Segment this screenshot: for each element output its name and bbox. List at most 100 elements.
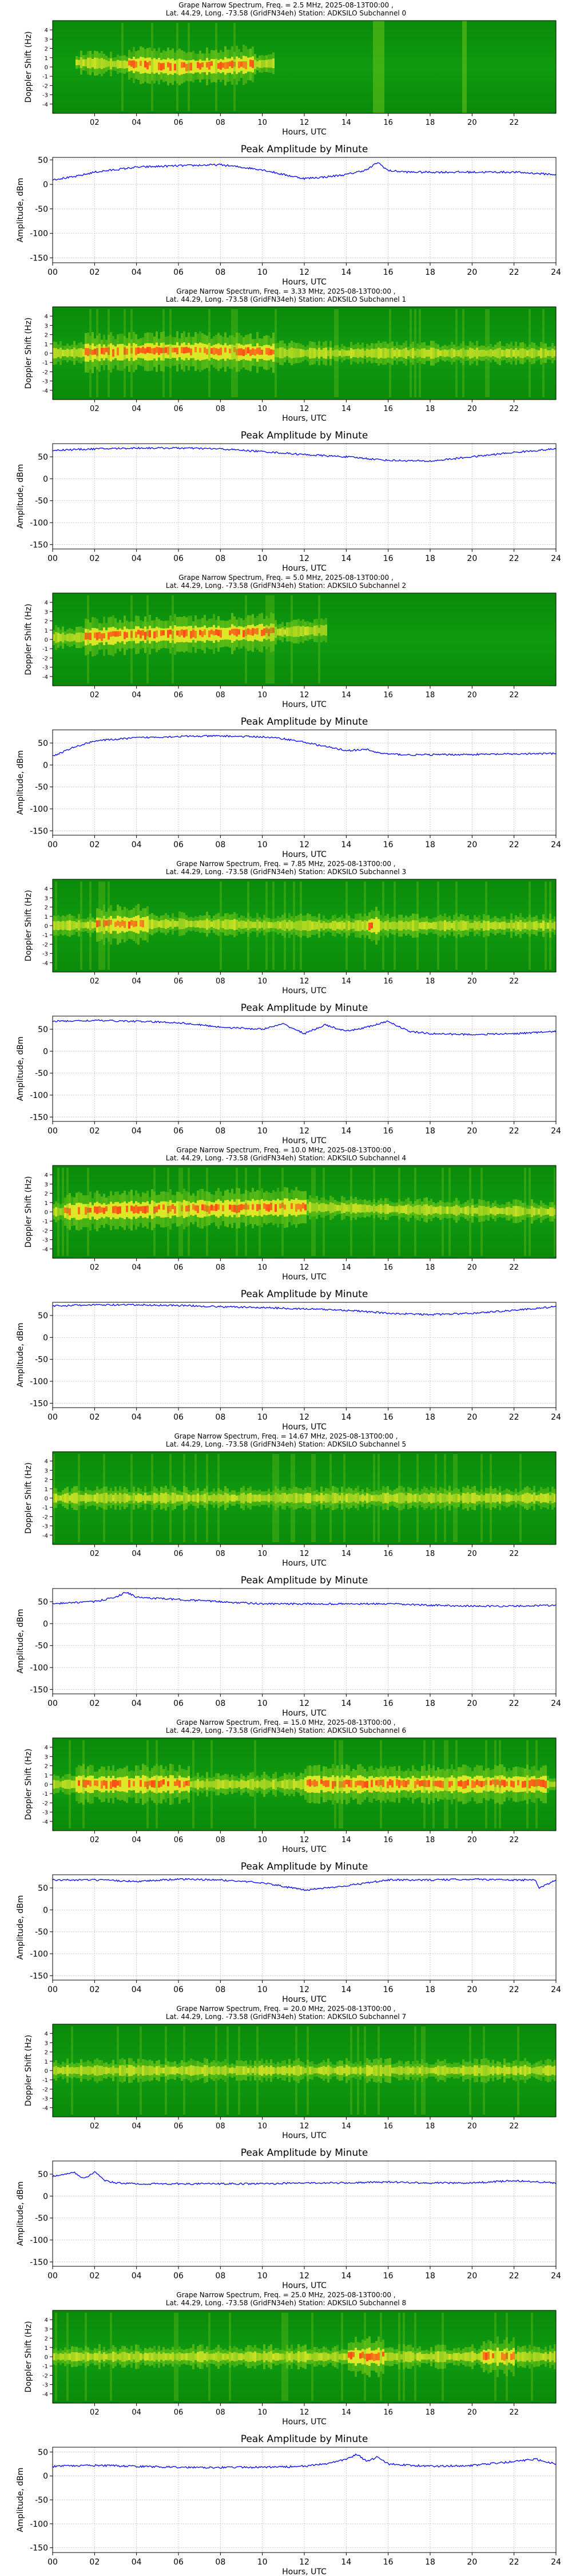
spectrogram-signal-core: [531, 2068, 533, 2073]
spectrogram-signal-peak: [506, 1781, 508, 1787]
amplitude-xtick-label: 24: [551, 268, 561, 277]
amplitude-xtick-label: 04: [132, 1985, 142, 1994]
spectrogram-signal-peak: [281, 1202, 284, 1208]
spectrogram-signal-core: [227, 919, 229, 930]
spectrogram-signal-core: [76, 1203, 78, 1220]
spectrogram-signal-peak: [496, 1779, 499, 1785]
spectrogram-signal-core: [140, 1494, 142, 1503]
spectrogram-signal-core: [174, 2353, 176, 2360]
spectrogram-signal-peak: [174, 1781, 176, 1786]
spectrogram-signal-core: [517, 1206, 519, 1217]
spectrogram-signal-band: [311, 1491, 313, 1505]
spectrogram-signal-peak: [364, 1781, 366, 1788]
spectrogram-signal-core: [510, 1495, 513, 1502]
spectrogram-signal-core: [87, 921, 89, 929]
spectrogram-signal-core: [471, 1493, 474, 1503]
spectrogram-signal-peak: [368, 2353, 371, 2360]
spectrogram-vertical-streak: [542, 309, 545, 397]
spectrogram-signal-core: [462, 1207, 464, 1214]
spectrogram-signal-core: [210, 2067, 213, 2075]
spectrogram-signal-core: [407, 922, 410, 930]
spectrogram-ytick-label: 1: [45, 56, 48, 62]
spectrogram-signal-core: [348, 2066, 350, 2075]
spectrogram-vertical-streak: [176, 2313, 178, 2401]
spectrogram-vertical-streak: [336, 309, 339, 397]
spectrogram-signal-core: [364, 350, 366, 356]
spectrogram-signal-core: [421, 2065, 423, 2076]
spectrogram-signal-peak: [114, 631, 117, 637]
spectrogram-signal-core: [279, 922, 281, 929]
amplitude-xtick-label: 22: [509, 1699, 519, 1708]
spectrogram-signal-core: [350, 348, 352, 358]
spectrogram-signal-core: [348, 1204, 350, 1212]
spectrogram-signal-peak: [371, 1780, 373, 1787]
spectrogram-signal-core: [519, 1206, 522, 1216]
spectrogram-signal-band: [535, 1203, 538, 1220]
spectrogram-vertical-streak: [448, 1168, 451, 1256]
spectrogram-signal-core: [309, 1493, 311, 1503]
spectrogram-signal-peak: [487, 2352, 490, 2360]
amplitude-xtick-label: 22: [509, 2271, 519, 2281]
spectrogram-signal-core: [542, 349, 545, 358]
spectrogram-signal-band: [327, 919, 329, 932]
spectrogram-signal-core: [295, 2065, 297, 2076]
spectrogram-signal-core: [265, 2353, 268, 2361]
spectrogram-signal-core: [256, 61, 259, 67]
spectrogram-signal-core: [252, 1494, 254, 1502]
spectrogram-signal-core: [382, 347, 384, 359]
spectrogram-vertical-streak: [238, 2026, 240, 2115]
spectrogram-title-line2: Lat. 44.29, Long. -73.58 (GridFN34eh) St…: [166, 2299, 406, 2307]
spectrogram-signal-peak: [279, 1203, 281, 1208]
spectrogram-signal-core: [263, 2351, 265, 2362]
spectrogram-signal-core: [320, 1492, 323, 1504]
spectrogram-signal-core: [391, 347, 394, 359]
spectrogram-signal-core: [442, 1494, 444, 1503]
spectrogram-signal-core: [327, 2065, 329, 2076]
spectrogram-signal-band: [272, 1490, 275, 1506]
spectrogram-signal-core: [341, 920, 343, 931]
spectrogram-signal-core: [59, 634, 62, 642]
spectrogram-signal-core: [499, 2067, 501, 2075]
spectrogram-vertical-streak: [181, 1168, 183, 1256]
spectrogram-signal-peak: [108, 632, 110, 640]
spectrogram-signal-core: [389, 348, 391, 358]
amplitude-xtick-label: 10: [257, 268, 268, 277]
spectrogram-signal-core: [87, 57, 89, 69]
spectrogram-signal-peak: [167, 1781, 169, 1787]
spectrogram-signal-core: [69, 1779, 71, 1789]
spectrogram-ytick-label: -2: [42, 83, 48, 89]
spectrogram-xtick-label: 06: [174, 1550, 184, 1558]
spectrogram-signal-core: [256, 2067, 259, 2074]
spectrogram-signal-core: [432, 922, 435, 930]
amplitude-xtick-label: 16: [383, 840, 394, 850]
spectrogram-signal-peak: [140, 61, 142, 66]
spectrogram-signal-core: [476, 347, 478, 359]
spectrogram-signal-peak: [204, 1204, 206, 1211]
spectrogram-signal-core: [391, 922, 394, 930]
spectrogram-signal-core: [535, 1495, 538, 1501]
spectrogram-signal-core: [53, 1780, 55, 1789]
spectrogram-signal-core: [423, 1204, 426, 1215]
spectrogram-signal-core: [313, 1203, 316, 1212]
spectrogram-signal-peak: [192, 1204, 194, 1210]
amplitude-xtick-label: 00: [47, 1985, 58, 1994]
spectrogram-signal-core: [412, 1776, 414, 1793]
spectrogram-signal-core: [467, 920, 469, 931]
spectrogram-vertical-streak: [80, 882, 82, 970]
spectrogram-signal-core: [133, 343, 135, 361]
spectrogram-signal-core: [261, 1495, 263, 1502]
spectrogram-signal-core: [124, 2065, 126, 2076]
spectrogram-signal-core: [229, 1495, 231, 1501]
spectrogram-signal-core: [117, 60, 119, 69]
spectrogram-vertical-streak: [293, 882, 295, 970]
spectrogram-signal-core: [439, 920, 442, 931]
spectrogram-xtick-label: 14: [341, 2408, 351, 2417]
spectrogram-ytick-label: -1: [42, 646, 48, 653]
spectrogram-signal-peak: [130, 920, 133, 926]
spectrogram-signal-core: [384, 2065, 387, 2076]
spectrogram-signal-core: [373, 349, 375, 358]
spectrogram-signal-core: [496, 922, 499, 930]
spectrogram-signal-core: [121, 1777, 124, 1792]
spectrogram-signal-core: [396, 1494, 398, 1503]
amplitude-ylabel: Amplitude, dBm: [16, 1037, 25, 1101]
